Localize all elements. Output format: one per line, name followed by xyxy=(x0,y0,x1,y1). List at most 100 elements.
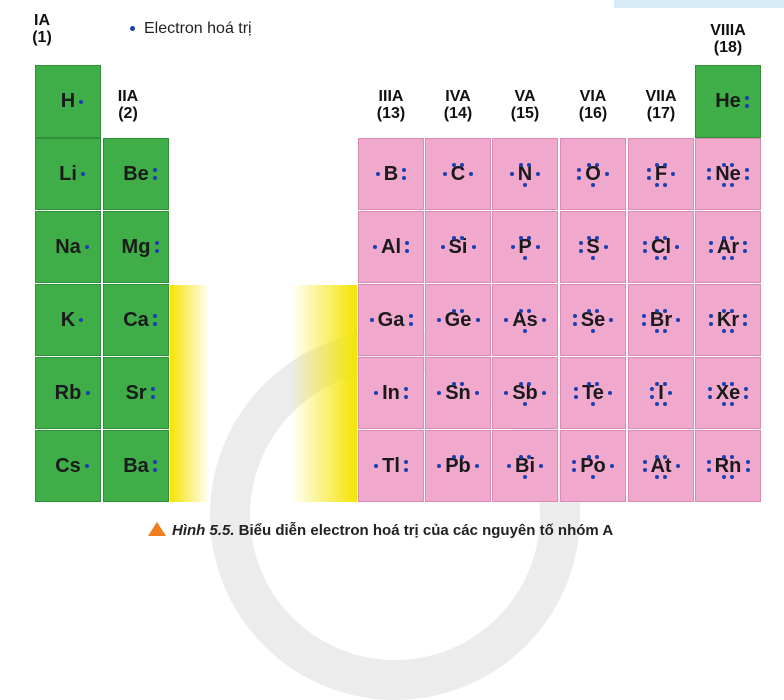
group-header: VA (15) xyxy=(488,88,562,122)
element-cell-be: Be xyxy=(103,138,169,210)
element-symbol: Tl xyxy=(382,454,400,477)
valence-electron-dot xyxy=(595,235,599,240)
valence-electron-dot xyxy=(663,401,667,406)
valence-electron-dot xyxy=(744,395,748,399)
caption-text: Biểu diễn electron hoá trị của các nguyê… xyxy=(234,522,614,539)
group-name: IIIA xyxy=(378,88,404,105)
valence-electron-dot xyxy=(730,182,734,187)
valence-electron-dot xyxy=(655,401,659,406)
group-number: (18) xyxy=(713,39,743,56)
valence-electron-dot xyxy=(574,387,578,391)
valence-electron-dot xyxy=(655,255,659,260)
element-symbol: Ge xyxy=(444,308,472,331)
valence-electron-dot xyxy=(643,241,647,245)
valence-electron-dot xyxy=(402,168,406,172)
valence-electron-dot xyxy=(655,162,659,167)
element-cell-sb: Sb xyxy=(492,357,558,429)
valence-electron-dot xyxy=(745,176,749,180)
valence-electron-dot xyxy=(743,249,747,253)
element-symbol-box: Ba xyxy=(104,431,168,501)
valence-electron-dot xyxy=(707,176,711,180)
valence-electron-dot xyxy=(663,381,667,386)
element-symbol-box: Sb xyxy=(493,358,557,428)
element-symbol-box: Xe xyxy=(696,358,760,428)
valence-electron-dot xyxy=(519,162,523,167)
valence-electron-dot xyxy=(743,241,747,245)
element-symbol-box: Be xyxy=(104,139,168,209)
element-symbol: I xyxy=(658,381,664,404)
valence-electron-dot xyxy=(587,454,591,459)
valence-electron-dot xyxy=(376,172,380,176)
valence-electron-dot xyxy=(722,235,726,240)
element-cell-mg: Mg xyxy=(103,211,169,283)
element-cell-c: C xyxy=(425,138,491,210)
valence-electron-dot xyxy=(708,387,712,391)
element-symbol: Rn xyxy=(714,454,742,477)
element-cell-xe: Xe xyxy=(695,357,761,429)
valence-electron-dot xyxy=(374,464,378,468)
valence-electron-dot xyxy=(676,318,680,322)
element-symbol: Be xyxy=(123,162,149,185)
valence-electron-dot xyxy=(519,235,523,240)
element-symbol-box: Rb xyxy=(36,358,100,428)
valence-electron-dot xyxy=(663,474,667,479)
valence-electron-dot xyxy=(452,381,456,386)
element-symbol-box: K xyxy=(36,285,100,355)
element-cell-s: S xyxy=(560,211,626,283)
electron-dot-icon xyxy=(130,26,135,32)
valence-electron-dot xyxy=(153,168,157,172)
element-symbol-box: As xyxy=(493,285,557,355)
valence-electron-dot xyxy=(706,468,711,472)
valence-electron-dot xyxy=(578,249,583,253)
valence-electron-dot xyxy=(574,395,578,399)
element-symbol: He xyxy=(715,90,741,112)
valence-electron-dot xyxy=(153,314,157,318)
element-cell-ga: Ga xyxy=(358,284,424,356)
group-name: VIIIA xyxy=(710,22,746,39)
legend: Electron hoá trị xyxy=(130,20,252,38)
element-symbol: Ca xyxy=(123,308,149,331)
valence-electron-dot xyxy=(655,182,659,187)
valence-electron-dot xyxy=(591,255,595,260)
valence-electron-dot xyxy=(510,172,514,176)
valence-electron-dot xyxy=(744,387,748,391)
element-symbol-box: Cl xyxy=(629,212,693,282)
element-symbol: Sr xyxy=(125,381,147,404)
element-symbol-box: Al xyxy=(359,212,423,282)
valence-electron-dot xyxy=(578,241,583,245)
element-cell-pb: Pb xyxy=(425,430,491,502)
element-symbol: Si xyxy=(448,235,468,258)
element-symbol-box: Tl xyxy=(359,431,423,501)
element-symbol-box: C xyxy=(426,139,490,209)
valence-electron-dot xyxy=(722,454,726,459)
element-symbol-box: Br xyxy=(629,285,693,355)
valence-electron-dot xyxy=(708,395,712,399)
element-cell-na: Na xyxy=(35,211,101,283)
valence-electron-dot xyxy=(404,387,408,391)
element-symbol: Al xyxy=(381,235,401,258)
group-header: IIIA (13) xyxy=(354,88,428,122)
element-symbol: In xyxy=(382,381,400,404)
element-symbol-box: Na xyxy=(36,212,100,282)
element-symbol: At xyxy=(650,454,672,477)
valence-electron-dot xyxy=(573,314,577,318)
element-symbol: Cs xyxy=(55,454,81,477)
element-symbol-box: Ca xyxy=(104,285,168,355)
valence-electron-dot xyxy=(507,464,511,468)
valence-electron-dot xyxy=(587,308,591,313)
valence-electron-dot xyxy=(722,474,726,479)
valence-electron-dot xyxy=(408,322,413,326)
element-symbol-box: Po xyxy=(561,431,625,501)
element-cell-se: Se xyxy=(560,284,626,356)
valence-electron-dot xyxy=(591,328,595,333)
element-cell-po: Po xyxy=(560,430,626,502)
element-symbol-box: Ga xyxy=(359,285,423,355)
figure-caption: Hình 5.5. Biểu diễn electron hoá trị của… xyxy=(148,522,708,539)
valence-electron-dot xyxy=(527,235,531,240)
periodic-table-figure: Electron hoá trị IA (1) IIA (2) IIIA (13) IVA(… xyxy=(32,0,784,700)
element-symbol-box: Sn xyxy=(426,358,490,428)
element-symbol-box: Mg xyxy=(104,212,168,282)
element-symbol: Sn xyxy=(445,381,471,404)
element-symbol-box: Se xyxy=(561,285,625,355)
valence-electron-dot xyxy=(675,464,680,468)
